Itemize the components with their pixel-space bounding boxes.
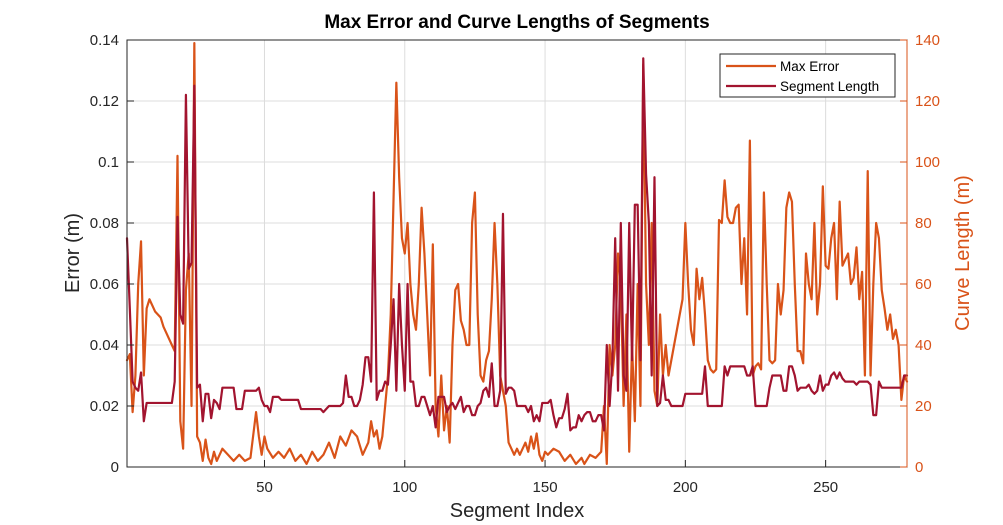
right-tick-label: 140 — [915, 32, 940, 49]
left-tick-label: 0.12 — [90, 93, 119, 110]
y-axis-right-title: Curve Length (m) — [952, 175, 974, 331]
left-tick-label: 0.08 — [90, 215, 119, 232]
legend: Max Error Segment Length — [719, 53, 896, 98]
x-tick-label: 100 — [392, 479, 417, 496]
plot-area — [127, 40, 907, 467]
left-tick-label: 0.02 — [90, 398, 119, 415]
left-tick-label: 0.14 — [90, 32, 119, 49]
right-axis: 0 20 40 60 80 100 120 140 — [900, 32, 940, 476]
x-tick-label: 150 — [533, 479, 558, 496]
legend-label-segment-length: Segment Length — [780, 79, 879, 94]
x-tick-label: 200 — [673, 479, 698, 496]
right-tick-label: 40 — [915, 337, 932, 354]
chart-title: Max Error and Curve Lengths of Segments — [324, 12, 709, 33]
right-tick-label: 120 — [915, 93, 940, 110]
y-axis-left-title: Error (m) — [62, 213, 84, 293]
left-axis: 0 0.02 0.04 0.06 0.08 0.1 0.12 0.14 — [90, 32, 134, 476]
right-tick-label: 100 — [915, 154, 940, 171]
right-tick-label: 0 — [915, 459, 923, 476]
x-tick-label: 50 — [256, 479, 273, 496]
left-tick-label: 0.06 — [90, 276, 119, 293]
legend-label-max-error: Max Error — [780, 59, 840, 74]
series-line-segment-length — [125, 57, 909, 432]
series-layer — [125, 41, 909, 466]
x-tick-label: 250 — [813, 479, 838, 496]
right-tick-label: 80 — [915, 215, 932, 232]
x-axis: 50 100 150 200 250 — [256, 460, 838, 496]
series-line-max-error — [125, 41, 909, 466]
legend-box — [719, 53, 896, 98]
right-tick-label: 60 — [915, 276, 932, 293]
left-tick-label: 0.1 — [98, 154, 119, 171]
right-tick-label: 20 — [915, 398, 932, 415]
left-tick-label: 0 — [111, 459, 119, 476]
x-axis-title: Segment Index — [450, 500, 585, 522]
left-tick-label: 0.04 — [90, 337, 119, 354]
